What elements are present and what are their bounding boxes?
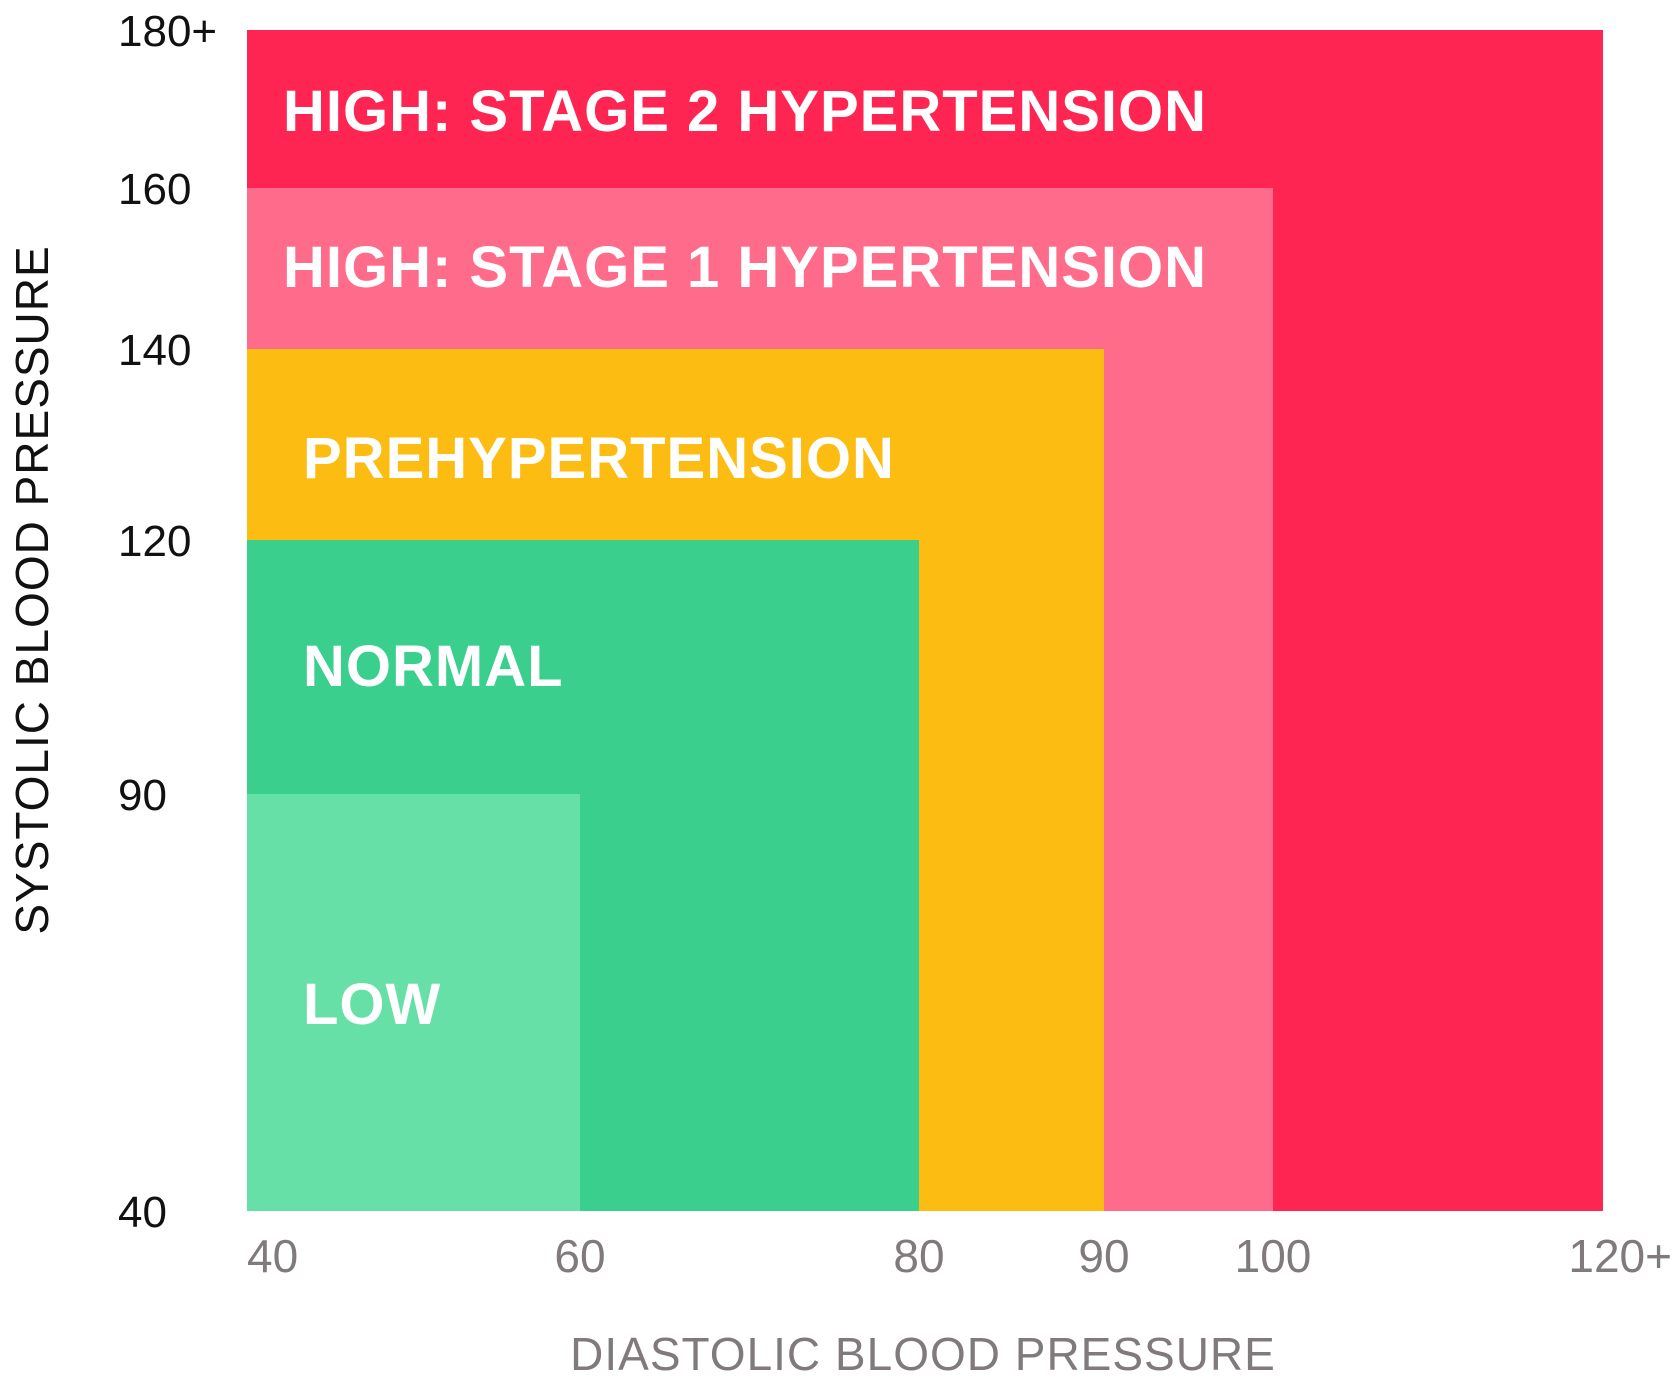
x-ticks: 40 60 80 90 100 120+	[247, 1230, 1672, 1282]
x-tick-label: 60	[554, 1230, 605, 1282]
x-tick-label: 90	[1078, 1230, 1129, 1282]
x-tick-label: 100	[1235, 1230, 1312, 1282]
zones-group: HIGH: STAGE 2 HYPERTENSION HIGH: STAGE 1 …	[247, 30, 1603, 1211]
zone-label-high-stage-2-hypertension: HIGH: STAGE 2 HYPERTENSION	[283, 79, 1207, 144]
y-axis-title: SYSTOLIC BLOOD PRESSURE	[6, 245, 58, 934]
zone-low	[247, 794, 580, 1211]
y-tick-label: 180+	[118, 7, 217, 56]
y-ticks: 40 90 120 140 160 180+	[118, 7, 217, 1237]
x-tick-label: 120+	[1568, 1230, 1672, 1282]
zone-label-normal: NORMAL	[303, 634, 564, 699]
zone-label-high-stage-1-hypertension: HIGH: STAGE 1 HYPERTENSION	[283, 235, 1207, 300]
x-tick-label: 40	[247, 1230, 298, 1282]
y-tick-label: 140	[118, 326, 191, 375]
zone-label-low: LOW	[303, 972, 441, 1037]
zone-label-prehypertension: PREHYPERTENSION	[303, 426, 895, 491]
y-tick-label: 40	[118, 1188, 167, 1237]
y-tick-label: 160	[118, 165, 191, 214]
y-tick-label: 120	[118, 517, 191, 566]
x-tick-label: 80	[893, 1230, 944, 1282]
y-tick-label: 90	[118, 771, 167, 820]
x-axis-title: DIASTOLIC BLOOD PRESSURE	[570, 1328, 1276, 1380]
